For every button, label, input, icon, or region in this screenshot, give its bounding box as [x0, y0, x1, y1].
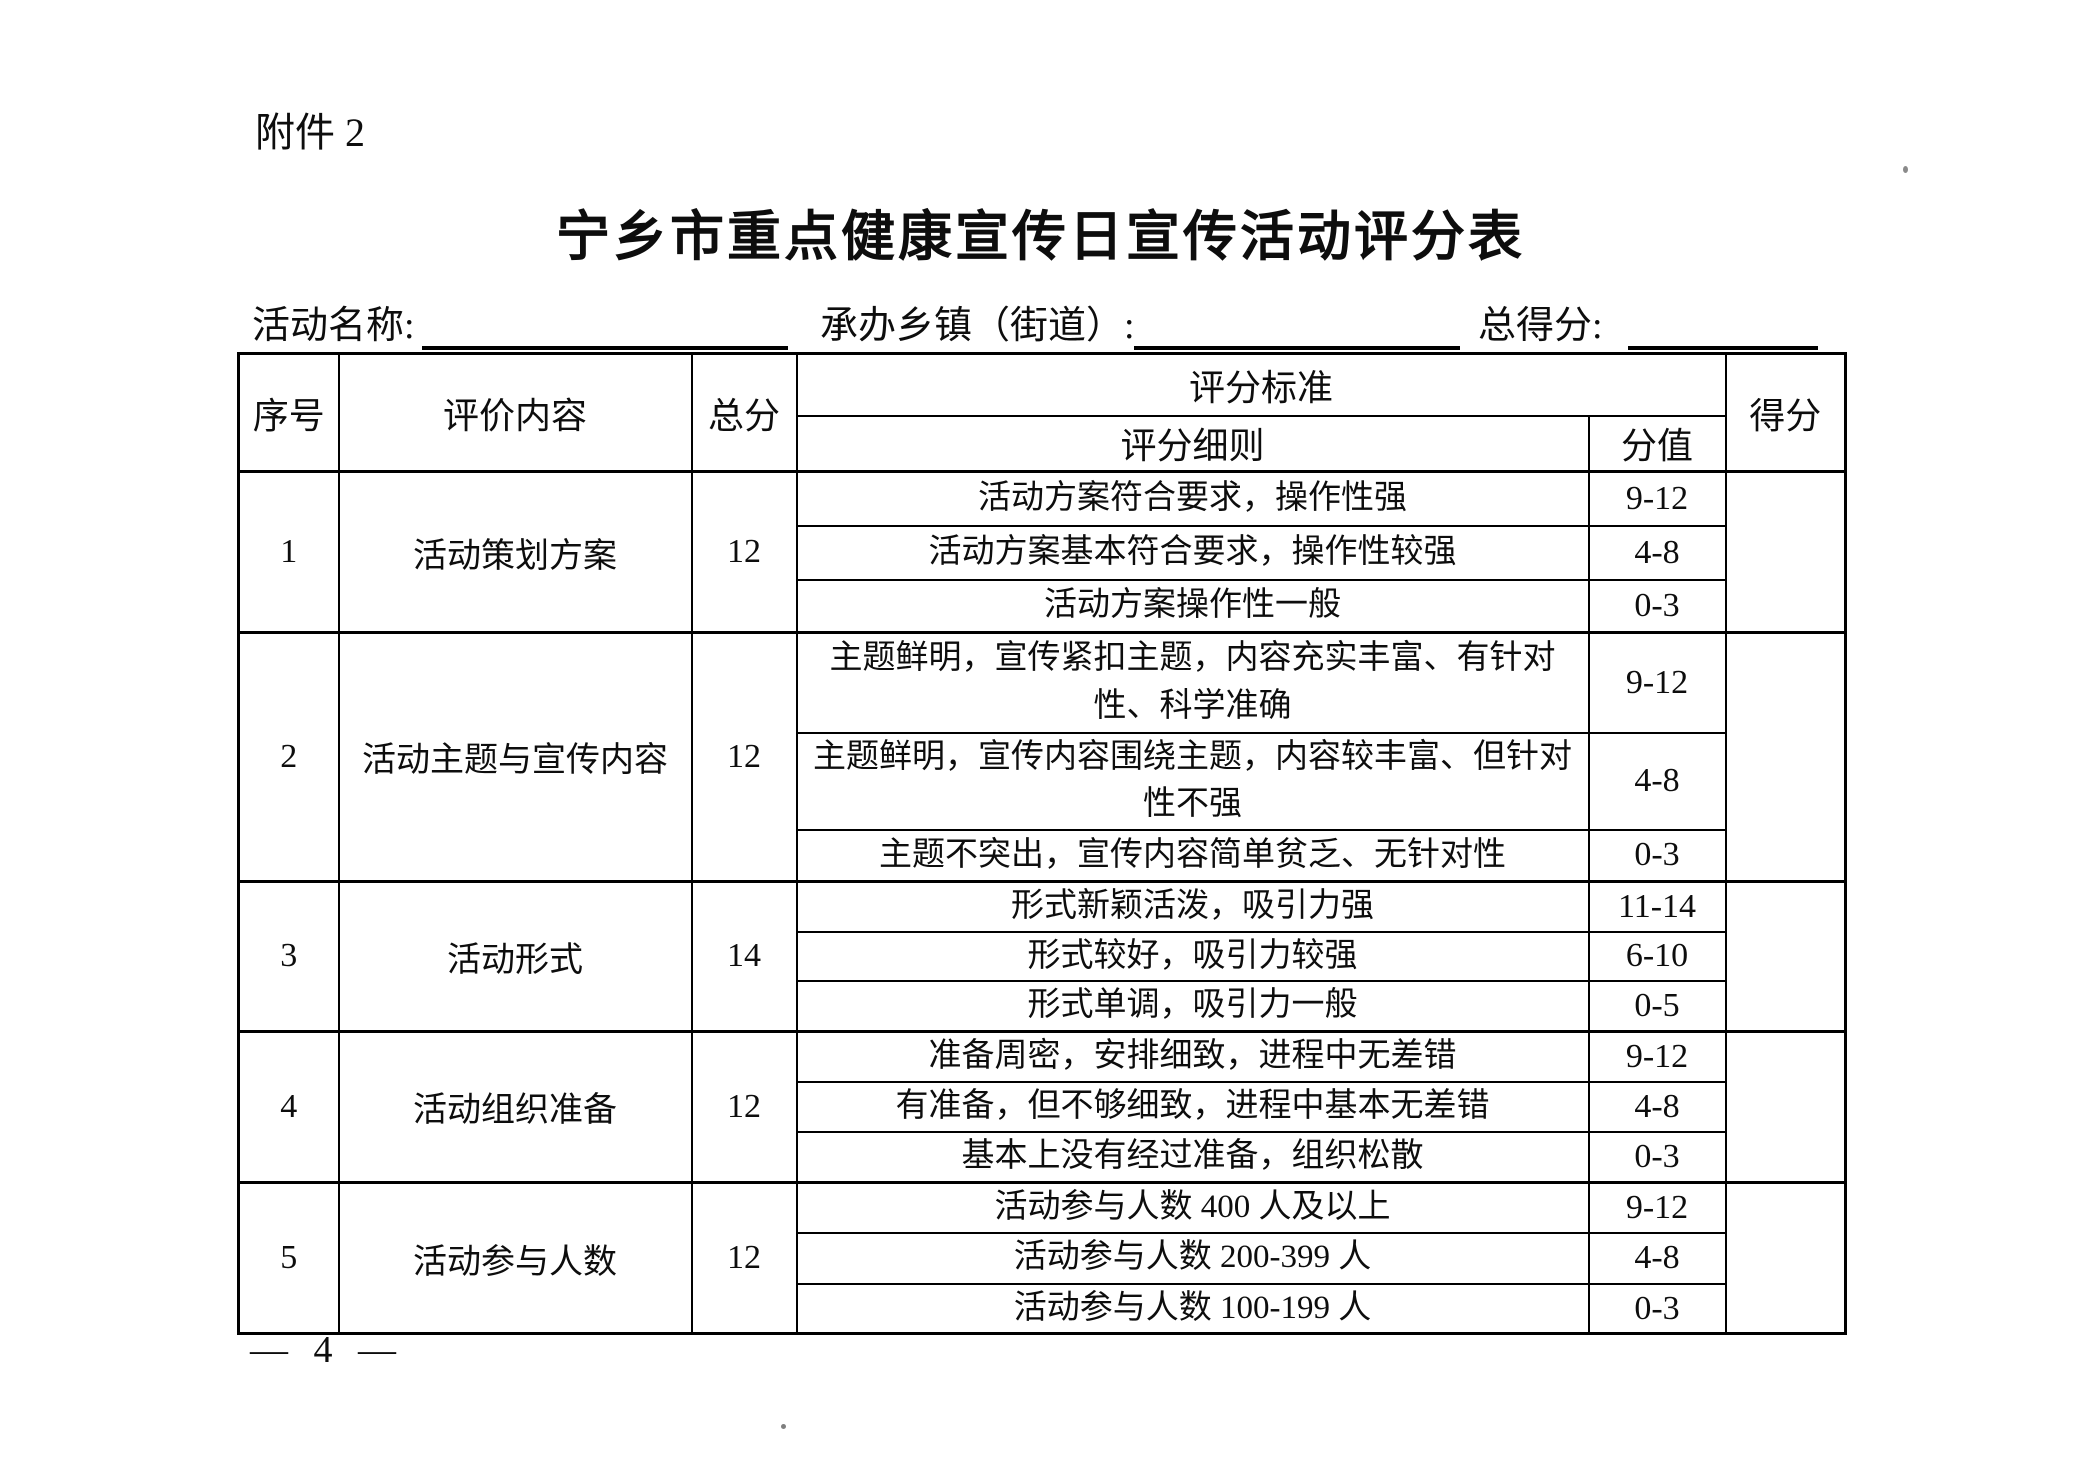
- content-cell: 活动形式: [337, 879, 693, 1033]
- points-cell: 4-8: [1587, 1231, 1727, 1285]
- table-row: 3 活动形式 14 形式新颖活泼，吸引力强 11-14: [237, 879, 1847, 1033]
- scan-speck: [1903, 166, 1908, 173]
- detail-cell: 活动参与人数 200-399 人: [795, 1231, 1590, 1285]
- table-row: 形式较好，吸引力较强 6-10: [239, 930, 1846, 983]
- col-header-score: 得分: [1724, 352, 1847, 473]
- points-cell: 4-8: [1587, 524, 1727, 581]
- detail-cell: 活动方案操作性一般: [795, 578, 1590, 634]
- points-cell: 0-3: [1587, 1282, 1727, 1335]
- total-cell: 12: [690, 1030, 798, 1184]
- detail-cell: 主题鲜明，宣传紧扣主题，内容充实丰富、有针对性、科学准确: [795, 631, 1590, 734]
- table-row: 有准备，但不够细致，进程中基本无差错 4-8: [239, 1081, 1846, 1133]
- table-row: 4 活动组织准备 12 准备周密，安排细致，进程中无差错 9-12: [237, 1030, 1847, 1184]
- organizer-blank: [1134, 310, 1460, 350]
- table-row: 主题不突出，宣传内容简单贫乏、无针对性 0-3: [239, 829, 1846, 883]
- col-header-criteria: 评分标准: [795, 352, 1727, 417]
- index-cell: 5: [237, 1180, 340, 1335]
- table-row: 主题鲜明，宣传内容围绕主题，内容较丰富、但针对性不强 4-8: [239, 731, 1846, 832]
- score-cell: [1724, 631, 1847, 883]
- detail-cell: 基本上没有经过准备，组织松散: [795, 1130, 1590, 1184]
- index-cell: 3: [237, 879, 340, 1033]
- score-cell: [1724, 1030, 1847, 1184]
- points-cell: 11-14: [1587, 879, 1727, 933]
- col-header-total: 总分: [690, 352, 798, 473]
- points-cell: 9-12: [1587, 1180, 1727, 1234]
- points-cell: 9-12: [1587, 1030, 1727, 1084]
- content-cell: 活动组织准备: [337, 1030, 693, 1184]
- header-row-2: 评分细则 分值: [239, 414, 1846, 473]
- index-cell: 4: [237, 1030, 340, 1184]
- page-number: — 4 —: [250, 1329, 404, 1371]
- col-header-index: 序号: [237, 352, 340, 473]
- col-header-content: 评价内容: [337, 352, 693, 473]
- header-row-1: 序号 评价内容 总分 评分标准 得分: [237, 352, 1847, 473]
- table-row: 5 活动参与人数 12 活动参与人数 400 人及以上 9-12: [237, 1180, 1847, 1335]
- detail-cell: 主题不突出，宣传内容简单贫乏、无针对性: [795, 829, 1590, 883]
- detail-cell: 活动参与人数 100-199 人: [795, 1282, 1590, 1335]
- detail-cell: 主题鲜明，宣传内容围绕主题，内容较丰富、但针对性不强: [795, 731, 1590, 832]
- points-cell: 9-12: [1587, 631, 1727, 734]
- detail-cell: 活动方案基本符合要求，操作性较强: [795, 524, 1590, 581]
- index-cell: 1: [237, 470, 340, 634]
- total-cell: 14: [690, 879, 798, 1033]
- points-cell: 4-8: [1587, 731, 1727, 832]
- detail-cell: 活动参与人数 400 人及以上: [795, 1180, 1590, 1234]
- points-cell: 6-10: [1587, 930, 1727, 983]
- points-cell: 4-8: [1587, 1081, 1727, 1133]
- detail-cell: 有准备，但不够细致，进程中基本无差错: [795, 1081, 1590, 1133]
- table-row: 基本上没有经过准备，组织松散 0-3: [239, 1130, 1846, 1184]
- points-cell: 0-3: [1587, 578, 1727, 634]
- table-row: 2 活动主题与宣传内容 12 主题鲜明，宣传紧扣主题，内容充实丰富、有针对性、科…: [237, 631, 1847, 883]
- detail-cell: 形式单调，吸引力一般: [795, 980, 1590, 1033]
- col-header-detail: 评分细则: [795, 414, 1590, 473]
- detail-cell: 形式新颖活泼，吸引力强: [795, 879, 1590, 933]
- detail-cell: 准备周密，安排细致，进程中无差错: [795, 1030, 1590, 1084]
- score-cell: [1724, 879, 1847, 1033]
- points-cell: 0-3: [1587, 1130, 1727, 1184]
- attachment-label: 附件 2: [255, 110, 365, 155]
- organizer-label: 承办乡镇（街道）:: [820, 305, 1135, 347]
- total-cell: 12: [690, 470, 798, 634]
- scan-speck: [781, 1424, 786, 1429]
- table-row: 活动方案操作性一般 0-3: [239, 578, 1846, 634]
- content-cell: 活动主题与宣传内容: [337, 631, 693, 883]
- total-cell: 12: [690, 631, 798, 883]
- page-title: 宁乡市重点健康宣传日宣传活动评分表: [556, 207, 1525, 267]
- score-cell: [1724, 470, 1847, 634]
- detail-cell: 形式较好，吸引力较强: [795, 930, 1590, 983]
- table-row: 活动参与人数 100-199 人 0-3: [239, 1282, 1846, 1335]
- index-cell: 2: [237, 631, 340, 883]
- content-cell: 活动参与人数: [337, 1180, 693, 1335]
- points-cell: 0-3: [1587, 829, 1727, 883]
- total-score-label: 总得分:: [1478, 305, 1603, 347]
- points-cell: 0-5: [1587, 980, 1727, 1033]
- table-row: 形式单调，吸引力一般 0-5: [239, 980, 1846, 1033]
- content-cell: 活动策划方案: [337, 470, 693, 634]
- scoring-table: 序号 评价内容 总分 评分标准 得分 评分细则 分值 1 活动策划方案 12 活…: [237, 352, 1848, 1336]
- table-row: 活动方案基本符合要求，操作性较强 4-8: [239, 524, 1846, 581]
- table-row: 1 活动策划方案 12 活动方案符合要求，操作性强 9-12: [237, 470, 1847, 634]
- total-cell: 12: [690, 1180, 798, 1335]
- points-cell: 9-12: [1587, 470, 1727, 527]
- col-header-points: 分值: [1587, 414, 1727, 473]
- score-cell: [1724, 1180, 1847, 1335]
- table-row: 活动参与人数 200-399 人 4-8: [239, 1231, 1846, 1285]
- total-score-blank: [1628, 310, 1818, 350]
- detail-cell: 活动方案符合要求，操作性强: [795, 470, 1590, 527]
- activity-name-label: 活动名称:: [252, 305, 415, 347]
- activity-name-blank: [422, 310, 788, 350]
